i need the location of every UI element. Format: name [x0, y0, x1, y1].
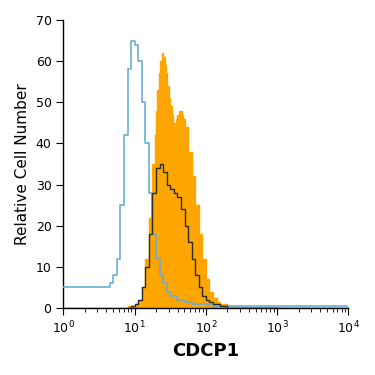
Y-axis label: Relative Cell Number: Relative Cell Number [15, 83, 30, 245]
X-axis label: CDCP1: CDCP1 [172, 342, 240, 360]
